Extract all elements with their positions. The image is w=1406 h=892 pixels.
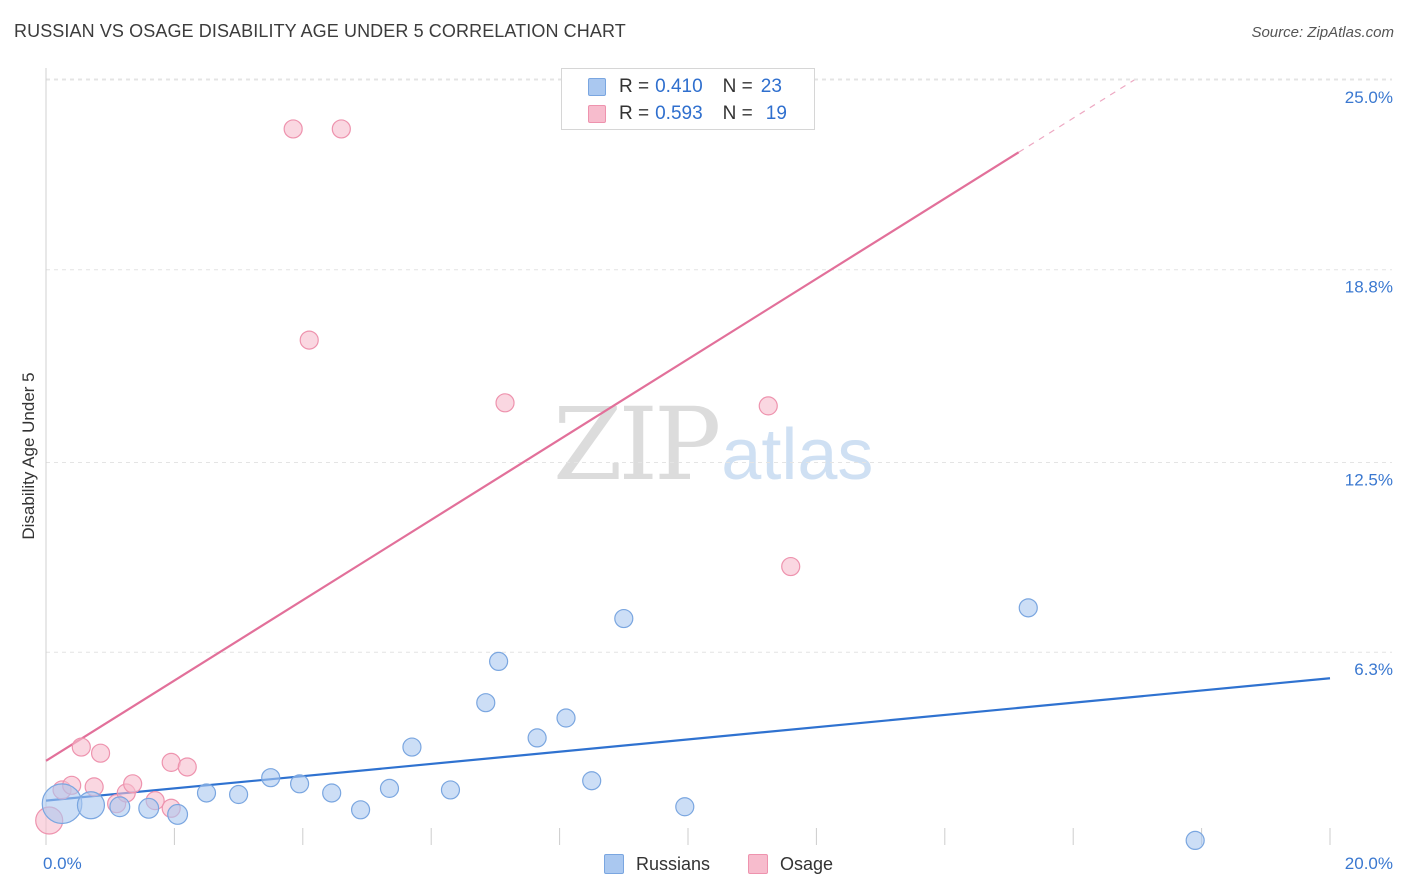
data-point-russians: [614, 608, 634, 629]
legend-item-osage[interactable]: Osage: [748, 851, 833, 877]
legend-swatch-osage: [588, 105, 606, 123]
legend-label-russians: Russians: [636, 853, 711, 874]
data-point-osage: [123, 774, 143, 794]
data-point-osage: [331, 119, 351, 139]
x-tick-label: 0.0%: [43, 854, 82, 873]
legend-n-value: 23: [760, 76, 782, 97]
label-layer: 6.3% 12.5% 18.8% 25.0% 0.0% 20.0% Disability A…: [19, 88, 1393, 873]
y-tick-label: 12.5%: [1345, 471, 1393, 490]
data-point-russians: [379, 778, 400, 798]
data-point-russians: [322, 783, 342, 803]
data-point-russians: [440, 780, 461, 800]
data-point-russians: [41, 783, 83, 825]
data-point-russians: [76, 791, 106, 820]
data-point-osage: [283, 119, 303, 139]
data-point-osage: [90, 743, 111, 763]
correlation-legend: R = 0.410 N = 23 R = 0.593 N = 19: [561, 68, 815, 130]
y-axis-title: Disability Age Under 5: [19, 372, 38, 539]
y-tick-label: 6.3%: [1354, 660, 1393, 679]
legend-swatch-russians: [604, 854, 624, 874]
point-layer: [35, 119, 1205, 851]
x-tick-label: 20.0%: [1345, 854, 1393, 873]
legend-item-russians[interactable]: Russians: [604, 851, 710, 877]
data-point-russians: [1185, 830, 1205, 851]
legend-n-label: N =: [722, 103, 753, 124]
legend-label-osage: Osage: [780, 853, 834, 874]
data-point-russians: [229, 784, 249, 805]
data-point-russians: [138, 797, 160, 819]
data-point-russians: [1018, 598, 1038, 618]
chart-title: RUSSIAN VS OSAGE DISABILITY AGE UNDER 5 …: [14, 21, 626, 41]
legend-swatch-osage: [748, 854, 768, 874]
legend-row-russians: R = 0.410 N = 23: [588, 75, 782, 99]
data-point-osage: [758, 396, 778, 416]
data-point-osage: [299, 330, 319, 350]
data-point-russians: [167, 803, 189, 825]
trend-line-osage: [45, 151, 1020, 762]
trend-layer: [45, 79, 1331, 802]
trend-line-russians: [45, 677, 1331, 802]
data-point-russians: [675, 797, 695, 817]
trend-line-extension-osage: [1018, 79, 1135, 153]
data-point-russians: [476, 693, 496, 713]
data-point-osage: [495, 393, 515, 413]
data-point-russians: [527, 728, 547, 748]
legend-row-osage: R = 0.593 N = 19: [588, 102, 787, 126]
data-point-russians: [289, 774, 310, 794]
data-point-russians: [582, 771, 602, 791]
grid-layer: [46, 78, 1392, 653]
axis-layer: [45, 68, 1331, 845]
legend-r-label: R =: [619, 103, 650, 124]
data-point-russians: [196, 783, 217, 803]
legend-r-value: 0.593: [655, 103, 703, 124]
legend-n-label: N =: [722, 76, 753, 97]
data-point-osage: [781, 556, 801, 577]
data-point-osage: [177, 757, 197, 777]
legend-n-value: 19: [765, 103, 787, 124]
legend-r-value: 0.410: [655, 76, 703, 97]
data-point-russians: [261, 768, 281, 788]
data-point-russians: [350, 800, 371, 820]
y-tick-label: 18.8%: [1345, 278, 1393, 297]
watermark-atlas: atlas: [721, 415, 874, 495]
watermark: ZIPatlas: [553, 395, 873, 495]
data-point-russians: [402, 737, 422, 757]
series-legend: Russians Osage: [0, 851, 1406, 877]
source-label: Source: ZipAtlas.com: [1251, 24, 1394, 41]
data-point-osage: [161, 752, 181, 772]
data-point-russians: [109, 796, 131, 818]
legend-swatch-russians: [588, 78, 606, 96]
data-point-russians: [489, 651, 509, 672]
legend-r-label: R =: [619, 76, 650, 97]
y-tick-label: 25.0%: [1345, 88, 1393, 107]
watermark-zip: ZIP: [553, 386, 721, 503]
data-point-osage: [71, 737, 91, 757]
data-point-russians: [556, 708, 576, 728]
